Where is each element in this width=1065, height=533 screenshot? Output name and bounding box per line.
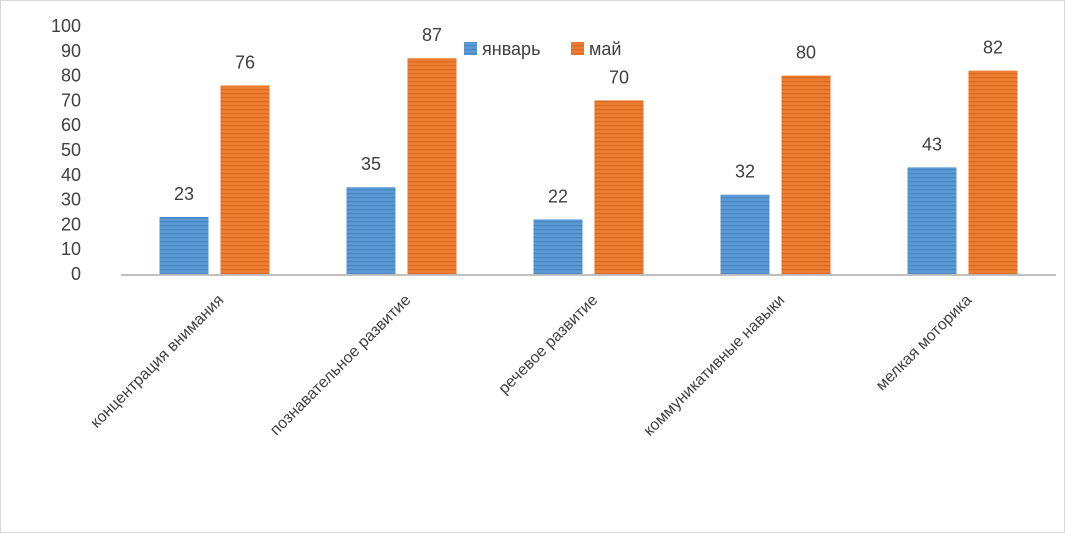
legend-swatch bbox=[464, 42, 477, 55]
legend-label: январь bbox=[482, 39, 540, 59]
category-label: концентрация внимания bbox=[88, 292, 228, 432]
data-label: 23 bbox=[174, 184, 194, 204]
category-label: коммуникативные навыки bbox=[641, 292, 789, 440]
y-tick-label: 80 bbox=[61, 66, 81, 86]
y-tick-label: 70 bbox=[61, 90, 81, 110]
data-label: 82 bbox=[983, 38, 1003, 58]
data-label: 43 bbox=[922, 134, 942, 154]
data-label: 80 bbox=[796, 43, 816, 63]
bar-май bbox=[407, 58, 457, 274]
y-tick-label: 40 bbox=[61, 165, 81, 185]
legend: январь май bbox=[464, 39, 621, 59]
bar-май bbox=[594, 100, 644, 275]
bar-январь bbox=[346, 187, 396, 274]
y-tick-label: 10 bbox=[61, 239, 81, 259]
bar-январь bbox=[720, 194, 770, 274]
bar-январь bbox=[533, 219, 583, 274]
category-labels: концентрация внимания познавательное разв… bbox=[88, 292, 976, 440]
bar-январь bbox=[159, 216, 209, 274]
y-tick-label: 30 bbox=[61, 190, 81, 210]
bar-май bbox=[220, 85, 270, 275]
bar-май bbox=[781, 75, 831, 274]
y-tick-label: 0 bbox=[71, 264, 81, 284]
category-label: речевое развитие bbox=[496, 292, 602, 398]
bars bbox=[159, 58, 1018, 275]
data-label: 70 bbox=[609, 67, 629, 87]
y-axis-ticks: 0 10 20 30 40 50 60 70 80 90 100 bbox=[51, 16, 81, 284]
category-label: познавательное развитие bbox=[267, 292, 414, 439]
bar-январь bbox=[907, 167, 957, 274]
bar-май bbox=[968, 70, 1018, 274]
data-labels: 23 76 35 87 22 70 32 80 43 82 bbox=[174, 25, 1003, 206]
data-label: 32 bbox=[735, 162, 755, 182]
y-tick-label: 50 bbox=[61, 140, 81, 160]
y-tick-label: 90 bbox=[61, 41, 81, 61]
data-label: 35 bbox=[361, 154, 381, 174]
legend-label: май bbox=[589, 39, 621, 59]
category-label: мелкая моторика bbox=[873, 292, 975, 394]
data-label: 22 bbox=[548, 186, 568, 206]
legend-swatch bbox=[571, 42, 584, 55]
y-tick-label: 100 bbox=[51, 16, 81, 36]
y-tick-label: 60 bbox=[61, 115, 81, 135]
y-tick-label: 20 bbox=[61, 214, 81, 234]
data-label: 87 bbox=[422, 25, 442, 45]
data-label: 76 bbox=[235, 53, 255, 73]
